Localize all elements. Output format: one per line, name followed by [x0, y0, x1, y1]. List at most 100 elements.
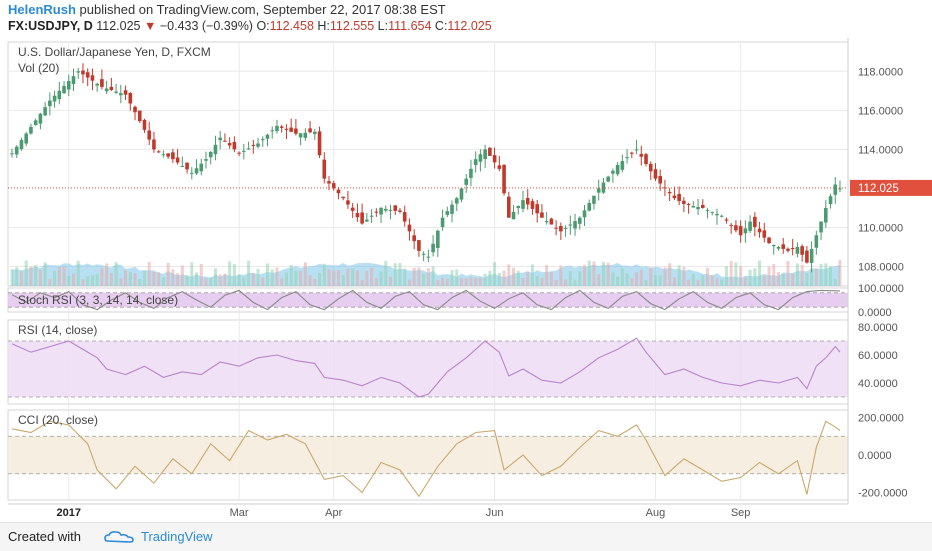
volume-bar	[289, 264, 293, 286]
candle-body	[260, 139, 265, 141]
volume-layer	[10, 260, 842, 286]
volume-bar	[743, 277, 747, 286]
candle-body	[653, 169, 658, 179]
volume-bar	[829, 266, 833, 286]
down-triangle-icon: ▼	[143, 19, 157, 33]
volume-bar	[436, 279, 440, 286]
volume-bar	[407, 279, 411, 286]
volume-bar	[133, 273, 137, 286]
volume-bar	[261, 277, 265, 286]
indicator-title: CCI (20, close)	[18, 413, 98, 427]
candle-body	[682, 200, 686, 205]
volume-bar	[620, 268, 624, 286]
volume-bar	[43, 262, 47, 286]
candle-body	[123, 90, 128, 95]
volume-bar	[758, 260, 762, 286]
candle-body	[242, 150, 246, 152]
volume-bar	[573, 279, 577, 286]
volume-bar	[157, 272, 161, 286]
candles-layer	[10, 63, 842, 273]
volume-bar	[824, 263, 828, 286]
candle-body	[630, 152, 634, 154]
candle-body	[369, 215, 374, 217]
high-value: 112.555	[329, 19, 375, 33]
volume-bar	[171, 269, 175, 286]
candle-body	[587, 203, 592, 211]
volume-bar	[464, 278, 468, 286]
candle-body	[232, 141, 237, 150]
low-value: 111.654	[388, 19, 432, 33]
candle-body	[223, 140, 227, 142]
candle-body	[119, 93, 123, 96]
volume-bar	[710, 274, 714, 286]
y-tick-label: 118.0000	[858, 66, 903, 78]
volume-bar	[554, 279, 558, 286]
volume-bar	[483, 273, 487, 286]
symbol-label[interactable]: FX:USDJPY, D	[8, 19, 93, 33]
candle-body	[488, 147, 492, 156]
candle-body	[838, 188, 842, 190]
volume-bar	[639, 269, 643, 286]
candle-body	[436, 230, 440, 248]
candle-body	[24, 133, 28, 144]
volume-bar	[734, 262, 738, 286]
candle-body	[549, 218, 554, 225]
volume-bar	[729, 261, 733, 286]
volume-bar	[583, 264, 587, 286]
candle-body	[246, 148, 251, 150]
chart-area[interactable]: 2017 Mar Apr Jun Aug Sep 118.0000 116.0000 114.0…	[0, 38, 932, 522]
candle-body	[800, 246, 804, 255]
candle-body	[317, 131, 322, 156]
volume-bar	[412, 267, 416, 286]
candle-body	[691, 205, 696, 208]
volume-bar	[10, 269, 14, 286]
volume-bar	[625, 273, 629, 286]
volume-bar	[687, 279, 691, 286]
candle-body	[648, 163, 653, 172]
footer-bar: Created with TradingView	[0, 522, 932, 551]
last-price-tag	[850, 179, 932, 196]
volume-bar	[403, 268, 407, 286]
y-tick-label: 0.0000	[858, 307, 892, 319]
candle-body	[663, 187, 667, 189]
candle-body	[596, 188, 601, 193]
candle-body	[81, 70, 85, 75]
candle-body	[152, 139, 156, 150]
volume-bar	[152, 271, 156, 286]
volume-bar	[724, 265, 728, 286]
author-name[interactable]: HelenRush	[8, 2, 76, 17]
volume-bar	[72, 273, 76, 286]
volume-bar	[355, 270, 359, 286]
volume-bar	[606, 262, 610, 286]
candle-body	[365, 219, 369, 222]
volume-bar	[559, 265, 563, 286]
candle-body	[402, 212, 407, 222]
volume-bar	[488, 270, 492, 286]
volume-bar	[265, 263, 269, 286]
tradingview-cloud-icon	[104, 531, 134, 543]
candle-body	[388, 209, 393, 211]
pane-frame	[7, 41, 849, 287]
candle-body	[743, 228, 748, 234]
volume-bar	[280, 278, 284, 286]
volume-bar	[800, 264, 804, 286]
y-tick-label: 40.0000	[858, 378, 898, 390]
candle-body	[213, 144, 218, 155]
candle-body	[686, 204, 691, 206]
candle-body	[767, 237, 771, 244]
candle-body	[724, 219, 729, 221]
candle-body	[185, 162, 189, 170]
volume-bar	[294, 271, 298, 286]
volume-bar	[228, 261, 232, 286]
volume-bar	[29, 266, 33, 286]
candle-body	[100, 79, 104, 87]
tradingview-brand[interactable]: TradingView	[141, 529, 213, 544]
volume-bar	[601, 261, 605, 286]
candle-body	[90, 75, 95, 81]
candle-body	[204, 159, 208, 161]
close-label: C:	[434, 19, 448, 33]
volume-bar	[545, 264, 549, 286]
volume-bar	[105, 263, 109, 286]
candle-body	[251, 144, 256, 146]
candle-body	[445, 211, 450, 215]
